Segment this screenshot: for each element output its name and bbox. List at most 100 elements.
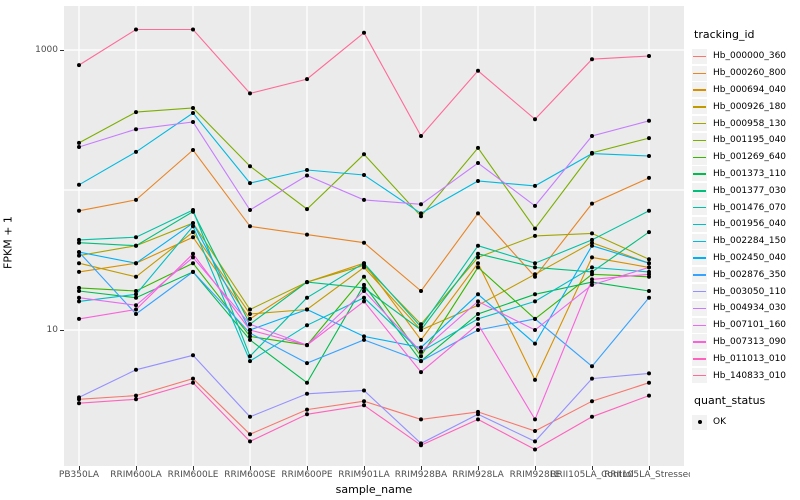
legend-label: Hb_002876_350 xyxy=(713,269,787,280)
data-point xyxy=(419,211,423,216)
legend-entry-Hb_001195_040: Hb_001195_040 xyxy=(692,132,786,149)
legend-key-line-icon xyxy=(693,190,706,192)
data-point xyxy=(191,255,195,260)
data-point xyxy=(419,354,423,359)
legend-label: Hb_001956_040 xyxy=(713,219,787,230)
data-point xyxy=(362,399,366,404)
data-point xyxy=(476,68,480,73)
data-point xyxy=(77,395,81,400)
data-point xyxy=(647,136,651,141)
data-point xyxy=(362,261,366,266)
plot-canvas xyxy=(64,6,684,466)
data-point xyxy=(419,214,423,219)
legend-key-line-icon xyxy=(693,55,706,58)
legend-label: Hb_001476_070 xyxy=(713,202,787,213)
data-point xyxy=(191,221,195,226)
data-point xyxy=(533,447,537,452)
legend-label: Hb_007313_090 xyxy=(713,336,787,347)
data-point xyxy=(248,164,252,169)
y-tick-mark xyxy=(60,330,64,331)
legend-key-swatch xyxy=(692,250,707,266)
legend-key-line-icon xyxy=(693,240,706,243)
legend-label: Hb_000926_180 xyxy=(713,101,787,112)
y-axis-title: FPKM + 1 xyxy=(1,216,15,269)
legend-entry-Hb_000000_360: Hb_000000_360 xyxy=(692,48,786,65)
x-tick-label-RRIM600PE: RRIM600PE xyxy=(281,470,333,480)
x-tick-label-RRIM600LE: RRIM600LE xyxy=(167,470,219,480)
legend-key-swatch xyxy=(692,216,707,232)
data-point xyxy=(248,337,252,342)
data-point xyxy=(248,354,252,359)
data-point xyxy=(590,134,594,138)
data-point xyxy=(362,197,366,202)
data-point xyxy=(248,331,252,336)
legend-entry-Hb_004934_030: Hb_004934_030 xyxy=(692,300,786,317)
data-point xyxy=(533,429,537,433)
legend-key-line-icon xyxy=(693,72,706,75)
data-point xyxy=(647,265,651,270)
legend-key-swatch xyxy=(692,300,707,316)
data-point xyxy=(191,111,195,115)
data-point xyxy=(533,183,537,188)
data-point xyxy=(77,250,81,255)
data-point xyxy=(305,77,309,82)
data-point xyxy=(134,289,138,293)
data-point xyxy=(590,255,594,260)
legend-panel: tracking_id Hb_000000_360 Hb_000260_800 Hb… xyxy=(690,0,800,500)
x-axis-title: sample_name xyxy=(335,483,413,496)
data-point xyxy=(647,295,651,300)
data-point xyxy=(647,272,651,277)
data-point xyxy=(476,261,480,266)
data-point xyxy=(305,412,309,417)
data-point xyxy=(362,30,366,35)
legend-label: Hb_007101_160 xyxy=(713,320,787,331)
data-point xyxy=(77,237,81,242)
x-tick-label-RRIM928BA: RRIM928BA xyxy=(394,470,448,480)
data-point xyxy=(191,261,195,266)
data-point xyxy=(476,265,480,270)
data-point xyxy=(134,303,138,308)
data-point xyxy=(647,230,651,235)
legend-key-line-icon xyxy=(693,139,706,142)
y-tick-mark xyxy=(60,50,64,51)
x-tick-label-RRIM600SE: RRIM600SE xyxy=(224,470,276,480)
data-point xyxy=(533,439,537,444)
data-point xyxy=(419,328,423,332)
data-point xyxy=(362,299,366,304)
data-point xyxy=(476,299,480,304)
legend-entry-Hb_001269_640: Hb_001269_640 xyxy=(692,149,786,166)
data-point xyxy=(362,388,366,393)
legend-key-swatch xyxy=(692,351,707,367)
legend-label: Hb_001269_640 xyxy=(713,152,787,163)
data-point xyxy=(476,312,480,316)
data-point xyxy=(476,417,480,422)
data-point xyxy=(191,380,195,385)
legend-entry-Hb_001377_030: Hb_001377_030 xyxy=(692,182,786,199)
data-point xyxy=(419,345,423,350)
legend-title-quant-status: quant_status xyxy=(694,394,766,407)
data-point xyxy=(590,269,594,274)
data-point xyxy=(77,182,81,187)
point-marker-icon xyxy=(697,420,702,425)
data-point xyxy=(77,316,81,321)
x-tick-mark xyxy=(649,466,650,470)
data-point xyxy=(647,175,651,180)
legend-entry-quant-ok: OK xyxy=(692,414,726,431)
data-point xyxy=(362,295,366,300)
legend-key-line-icon xyxy=(693,207,706,209)
data-point xyxy=(305,168,309,172)
data-point xyxy=(533,265,537,270)
x-tick-mark xyxy=(364,466,365,470)
data-point xyxy=(590,240,594,245)
legend-entry-Hb_002450_040: Hb_002450_040 xyxy=(692,250,786,267)
data-point xyxy=(77,253,81,258)
data-point xyxy=(362,173,366,177)
data-point xyxy=(134,292,138,297)
legend-label: Hb_000694_040 xyxy=(713,84,787,95)
data-point xyxy=(305,361,309,366)
x-tick-label-RRIM928LE: RRIM928LE xyxy=(509,470,561,480)
data-point xyxy=(590,282,594,287)
data-point xyxy=(533,328,537,332)
data-point xyxy=(647,208,651,213)
y-tick-label: 1000 xyxy=(35,44,58,55)
